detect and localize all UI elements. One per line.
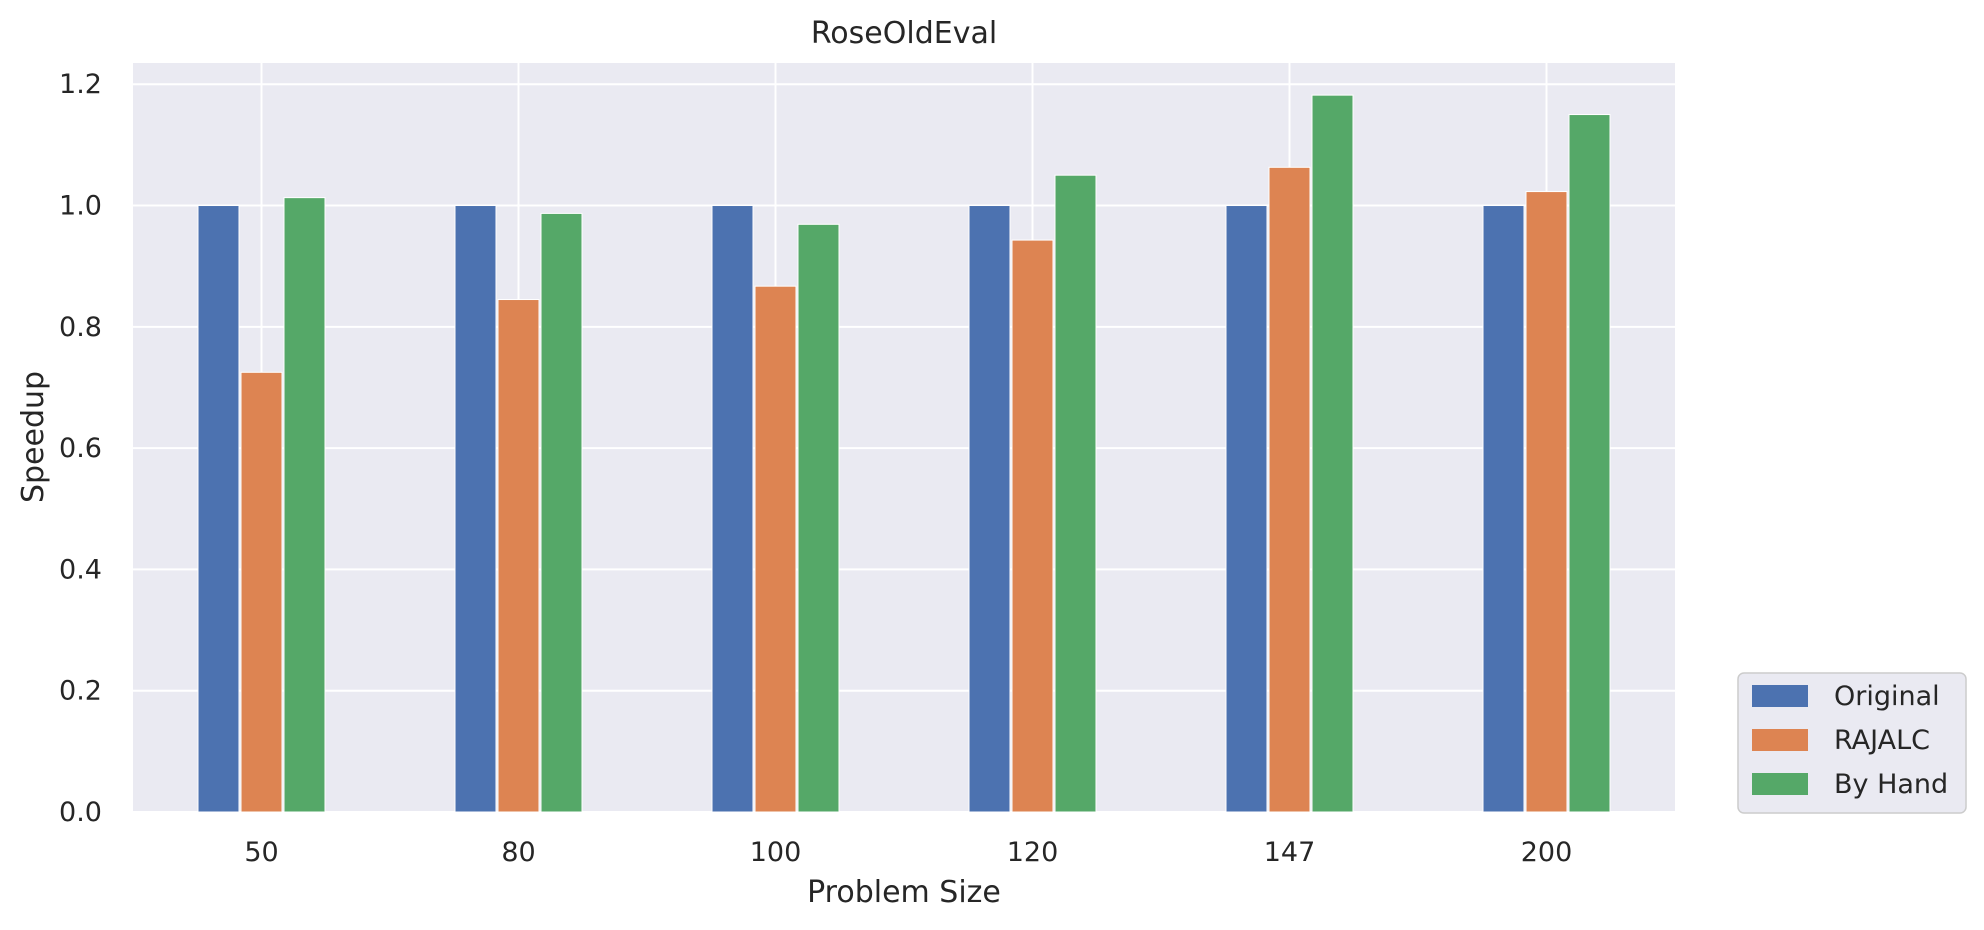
legend-label: Original xyxy=(1834,681,1940,712)
bar-original-80 xyxy=(454,205,497,813)
bar-original-120 xyxy=(968,205,1011,813)
x-axis-label: Problem Size xyxy=(807,875,1001,910)
bar-rajalc-100 xyxy=(754,285,797,813)
bar-rajalc-120 xyxy=(1011,239,1054,813)
bar-original-147 xyxy=(1225,205,1268,813)
bar-rajalc-80 xyxy=(497,299,540,813)
y-tick-label: 0.0 xyxy=(59,797,102,828)
y-tick-label: 1.2 xyxy=(59,69,102,100)
y-tick-label: 0.6 xyxy=(59,433,102,464)
plot-background xyxy=(133,63,1675,812)
y-tick-label: 0.8 xyxy=(59,312,102,343)
y-axis-label: Speedup xyxy=(16,371,51,503)
bar-rajalc-200 xyxy=(1525,191,1568,813)
y-axis-ticks: 0.0 0.2 0.4 0.6 0.8 1.0 1.2 xyxy=(59,69,102,828)
x-axis-ticks: 50 80 100 120 147 200 xyxy=(244,837,1572,868)
x-tick-label: 200 xyxy=(1521,837,1573,868)
y-tick-label: 0.4 xyxy=(59,554,102,585)
chart-title: RoseOldEval xyxy=(811,16,997,51)
bar-rajalc-147 xyxy=(1268,166,1311,813)
x-tick-label: 50 xyxy=(244,837,278,868)
legend-label: RAJALC xyxy=(1834,725,1930,756)
bar-original-200 xyxy=(1482,205,1525,813)
bar-by-hand-120 xyxy=(1054,174,1097,813)
x-tick-label: 147 xyxy=(1264,837,1316,868)
bar-rajalc-50 xyxy=(240,371,283,813)
bar-by-hand-200 xyxy=(1568,114,1611,813)
legend-swatch-by-hand xyxy=(1752,773,1808,795)
x-tick-label: 120 xyxy=(1007,837,1059,868)
y-tick-label: 1.0 xyxy=(59,191,102,222)
bars xyxy=(197,94,1611,813)
legend-swatch-original xyxy=(1752,685,1808,707)
bar-by-hand-80 xyxy=(540,212,583,813)
x-tick-label: 100 xyxy=(750,837,802,868)
bar-by-hand-50 xyxy=(283,197,326,813)
x-tick-label: 80 xyxy=(501,837,535,868)
bar-by-hand-147 xyxy=(1311,94,1354,813)
legend-swatch-rajalc xyxy=(1752,729,1808,751)
bar-original-50 xyxy=(197,205,240,813)
legend: Original RAJALC By Hand xyxy=(1737,672,1967,814)
bar-original-100 xyxy=(711,205,754,813)
y-tick-label: 0.2 xyxy=(59,676,102,707)
legend-label: By Hand xyxy=(1834,769,1948,800)
bar-by-hand-100 xyxy=(797,223,840,813)
